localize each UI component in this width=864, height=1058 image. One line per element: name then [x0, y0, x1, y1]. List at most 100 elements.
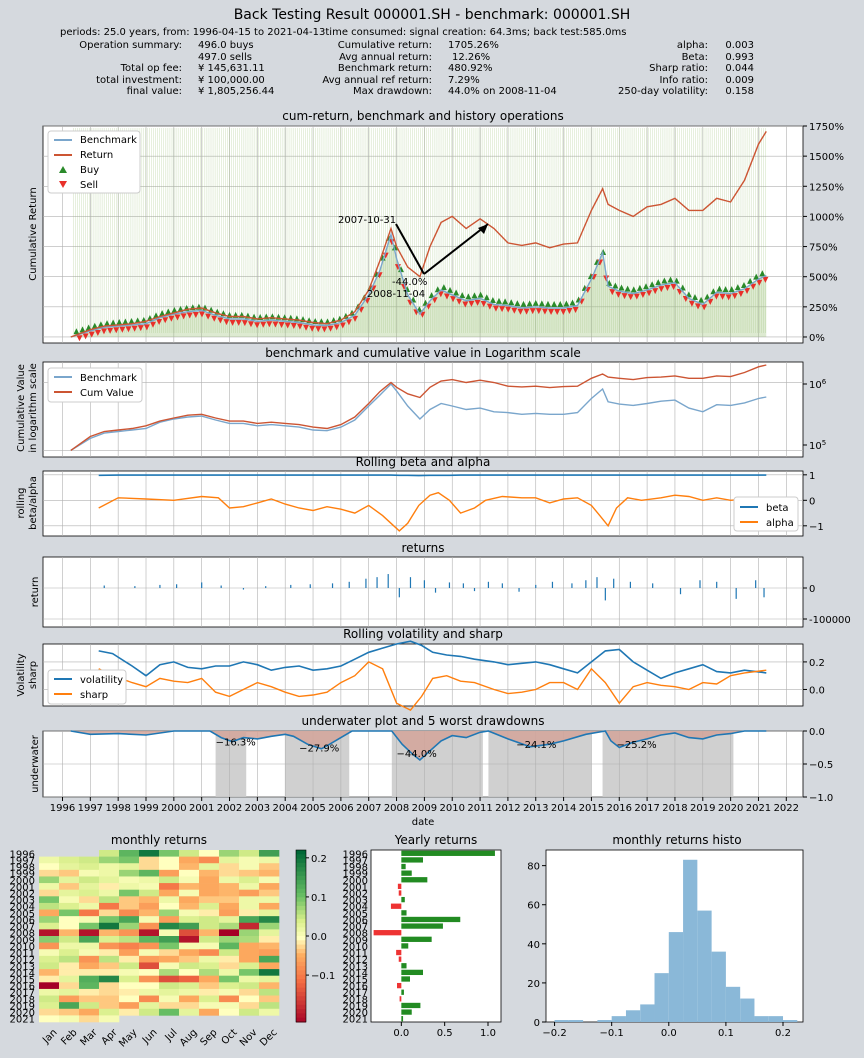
beta-alpha-yticks: −1 0 1 [803, 471, 824, 533]
heatmap-cell [239, 955, 260, 963]
heatmap-cell [199, 1008, 220, 1016]
yearly-plot-area [370, 849, 502, 1023]
heatmap-cell [179, 889, 200, 897]
heatmap-cell [59, 1015, 80, 1023]
log-value-ylabel-line2: in logarithm scale [28, 363, 39, 453]
yearly-year-label: 1998 [343, 863, 368, 874]
colorbar-segment [296, 966, 306, 971]
xtick-label: 2013 [523, 803, 548, 814]
heatmap-cell [79, 902, 100, 910]
yearly-bar [401, 976, 410, 982]
histogram-panel: monthly returns histo −0.2 −0.1 0.0 0.1 0.2 … [527, 833, 804, 1039]
heatmap-cell [79, 883, 100, 890]
monthly-heatmap-panel: monthly returns 199619971998199920002001… [10, 833, 336, 1050]
heatmap-cell [199, 850, 220, 857]
heatmap-cell [59, 883, 80, 890]
heatmap-cell [159, 942, 180, 950]
volatility-lines [98, 640, 767, 711]
sell-marker [290, 323, 297, 330]
underwater-panel: underwater plot and 5 worst drawdowns un… [30, 714, 833, 828]
heatmap-cell [219, 869, 240, 877]
heatmap-cell [139, 863, 160, 871]
summary-value: 0.003 [725, 40, 754, 51]
sell-marker [750, 283, 757, 290]
buy-marker [434, 286, 441, 293]
summary-value: ¥ 100,000.00 [198, 75, 265, 86]
heatmap-cell [99, 889, 120, 897]
legend-sharp-label: sharp [80, 690, 108, 701]
heatmap-cell [159, 929, 180, 937]
heatmap-cell [119, 969, 140, 976]
sell-marker [247, 321, 254, 328]
yearly-bar [401, 896, 405, 903]
returns-bars [103, 574, 765, 601]
xtick-label: 2002 [217, 803, 242, 814]
sell-marker [725, 294, 732, 301]
sell-marker [174, 314, 181, 321]
heatmap-cell [119, 916, 140, 924]
colorbar-segment [296, 850, 306, 855]
drawdown-label: −25.2% [616, 740, 656, 751]
heatmap-cell [179, 988, 200, 996]
yearly-year-label: 2020 [343, 1008, 368, 1019]
heatmap-cell [79, 916, 100, 924]
yearly-bar [373, 930, 402, 936]
heatmap-cell [219, 922, 240, 930]
return-bar [434, 588, 437, 593]
heatmap-cell [219, 962, 240, 970]
heatmap-cell [179, 909, 200, 917]
returns-gridlines [43, 557, 803, 627]
histogram-yticks: 0 20 40 60 80 [527, 862, 546, 1029]
sell-marker [517, 308, 524, 315]
log-value-panel: benchmark and cumulative value in Logari… [16, 346, 827, 458]
heatmap-year-label: 2001 [10, 882, 35, 893]
heatmap-cell [159, 902, 180, 910]
return-bar [518, 588, 520, 592]
legend-sell-icon [59, 181, 67, 188]
heatmap-cell [199, 856, 220, 864]
drawdown-label: −16.3% [216, 738, 256, 749]
figure-title: Back Testing Result 000001.SH - benchmar… [234, 7, 631, 23]
heatmap-cell [199, 955, 220, 963]
heatmap-cell [59, 955, 80, 963]
histogram-bar [754, 1016, 769, 1022]
buy-marker [159, 310, 166, 317]
sell-marker [701, 304, 708, 311]
heatmap-cell [219, 975, 240, 983]
heatmap-cell [79, 995, 100, 1003]
heatmap-cell [239, 889, 260, 897]
return-bar [376, 577, 378, 588]
sell-marker [76, 335, 83, 342]
yearly-year-label: 2006 [343, 915, 368, 926]
heatmap-cell [139, 850, 160, 857]
volatility-title: Rolling volatility and sharp [343, 627, 503, 641]
yearly-bar [401, 1002, 421, 1009]
underwater-ylabel: underwater [30, 734, 41, 793]
heatmap-cell [259, 856, 280, 864]
sell-marker [94, 329, 101, 336]
buy-marker [624, 285, 631, 292]
ytick-1e5: 105 [809, 439, 826, 452]
heatmap-cell [99, 916, 120, 924]
heatmap-cell [59, 1008, 80, 1016]
heatmap-cell [199, 883, 220, 890]
sell-marker [388, 239, 395, 246]
colorbar-segment [296, 957, 306, 963]
heatmap-year-label: 2016 [10, 982, 35, 993]
sell-marker [186, 312, 193, 319]
heatmap-cell [139, 922, 160, 930]
returns-panel: returns return 0 -100000 [30, 541, 851, 628]
colorbar-segment [296, 918, 306, 924]
heatmap-cell [99, 955, 120, 963]
heatmap-cell [179, 995, 200, 1003]
heatmap-cell [59, 916, 80, 924]
xtick-label: 2020 [718, 803, 743, 814]
heatmap-cell [179, 975, 200, 983]
sell-marker [658, 286, 665, 293]
heatmap-cell [179, 969, 200, 976]
benchmark-area [70, 234, 767, 337]
heatmap-year-label: 2011 [10, 949, 35, 960]
legend-beta-label: beta [766, 503, 789, 514]
annotation-drawdown-pct: -44.0% [392, 277, 427, 288]
